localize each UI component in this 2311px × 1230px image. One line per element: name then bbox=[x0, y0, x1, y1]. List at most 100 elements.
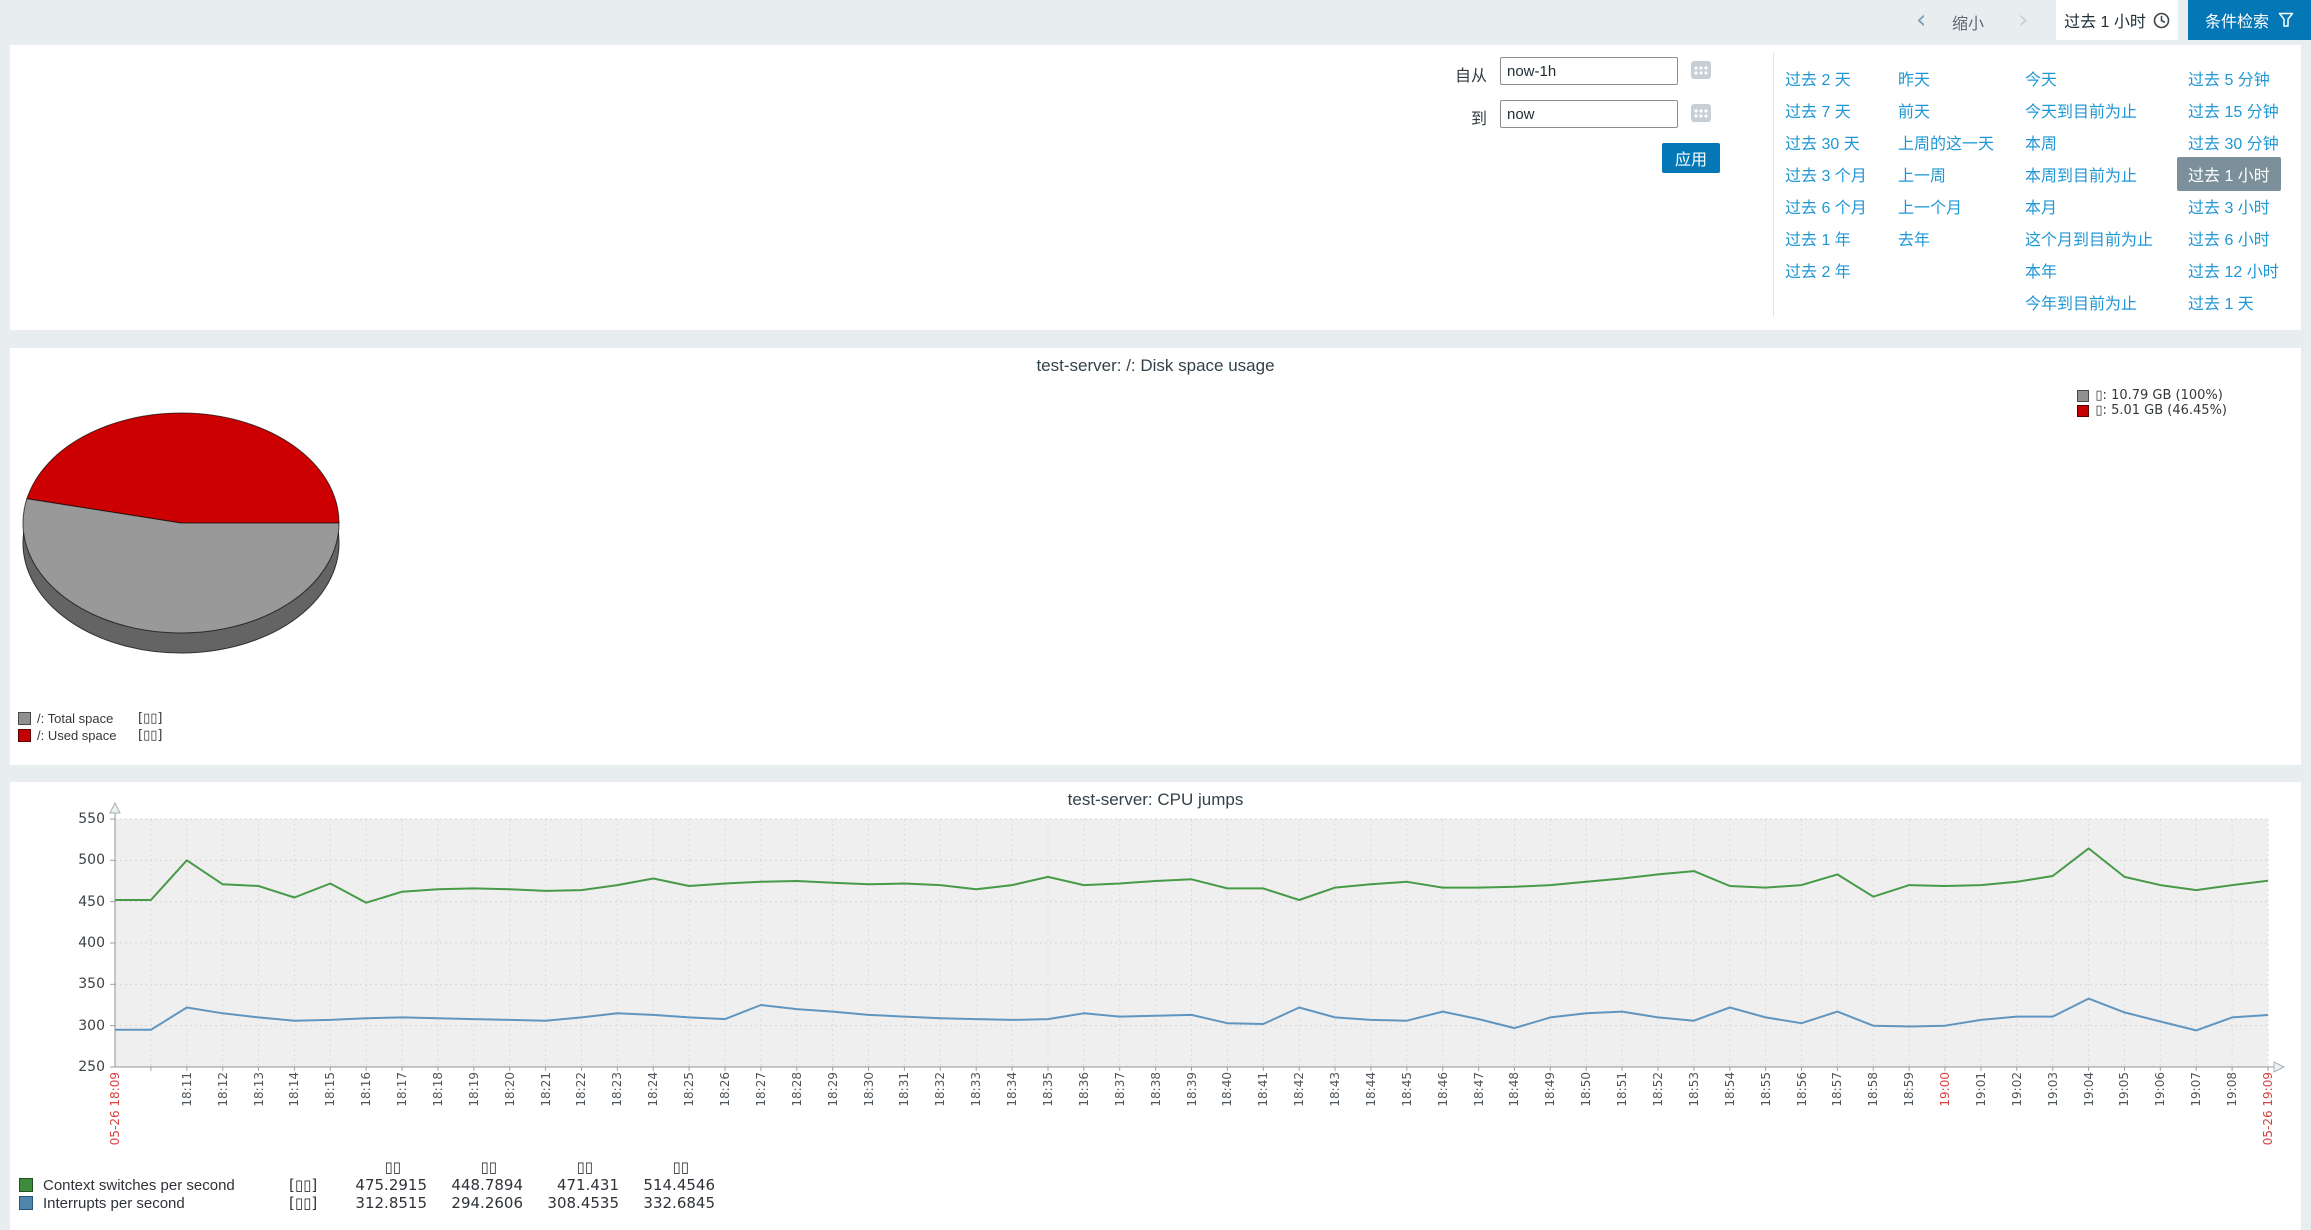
x-tick-label: 18:31 bbox=[898, 1072, 911, 1107]
time-range-tab[interactable]: 过去 1 小时 bbox=[2056, 0, 2178, 40]
quick-range-link[interactable]: 上周的这一天 bbox=[1898, 130, 1994, 154]
quick-range-link[interactable]: 过去 1 天 bbox=[2188, 290, 2254, 314]
legend-swatch bbox=[19, 1178, 33, 1192]
series-tag: [▯▯] bbox=[289, 1194, 331, 1212]
quick-range-link[interactable]: 前天 bbox=[1898, 98, 1930, 122]
quick-range-link[interactable]: 过去 6 小时 bbox=[2188, 226, 2270, 250]
to-input[interactable] bbox=[1500, 100, 1678, 128]
x-tick-label: 18:53 bbox=[1688, 1072, 1701, 1107]
quick-range-link[interactable]: 过去 6 个月 bbox=[1785, 194, 1867, 218]
x-tick-label: 18:49 bbox=[1544, 1072, 1557, 1107]
disk-usage-chart-panel: test-server: /: Disk space usage ▯: 10.7… bbox=[10, 348, 2301, 765]
quick-range-link[interactable]: 去年 bbox=[1898, 226, 1930, 250]
y-tick-label: 250 bbox=[55, 1059, 105, 1075]
x-tick-label: 18:13 bbox=[253, 1072, 266, 1107]
calendar-icon bbox=[1689, 101, 1713, 125]
quick-range-link[interactable]: 今天到目前为止 bbox=[2025, 98, 2137, 122]
x-tick-label: 18:41 bbox=[1257, 1072, 1270, 1107]
quick-range-link[interactable]: 这个月到目前为止 bbox=[2025, 226, 2153, 250]
y-tick-label: 300 bbox=[55, 1018, 105, 1034]
quick-range-link[interactable]: 上一周 bbox=[1898, 162, 1946, 186]
x-tick-label: 18:36 bbox=[1078, 1072, 1091, 1107]
x-tick-label: 18:35 bbox=[1042, 1072, 1055, 1107]
quick-range-link[interactable]: 上一个月 bbox=[1898, 194, 1962, 218]
quick-range-link[interactable]: 过去 12 小时 bbox=[2188, 258, 2279, 282]
filter-search-button[interactable]: 条件检索 bbox=[2188, 0, 2311, 40]
from-calendar-button[interactable] bbox=[1688, 58, 1714, 84]
x-tick-label: 18:50 bbox=[1580, 1072, 1593, 1107]
quick-range-link[interactable]: 过去 1 小时 bbox=[2177, 157, 2281, 191]
quick-range-link[interactable]: 昨天 bbox=[1898, 66, 1930, 90]
quick-range-link[interactable]: 过去 3 个月 bbox=[1785, 162, 1867, 186]
stats-header: ▯▯ bbox=[427, 1158, 523, 1176]
quick-range-link[interactable]: 本周 bbox=[2025, 130, 2057, 154]
x-tick-label: 18:29 bbox=[827, 1072, 840, 1107]
x-tick-label: 18:21 bbox=[540, 1072, 553, 1107]
x-tick-label: 05-26 18:09 bbox=[109, 1072, 122, 1145]
quick-range-link[interactable]: 过去 2 年 bbox=[1785, 258, 1851, 282]
quick-range-link[interactable]: 过去 7 天 bbox=[1785, 98, 1851, 122]
x-tick-label: 18:40 bbox=[1221, 1072, 1234, 1107]
quick-range-link[interactable]: 今年到目前为止 bbox=[2025, 290, 2137, 314]
time-back-icon[interactable]: ‹ bbox=[1916, 4, 1926, 36]
from-input[interactable] bbox=[1500, 57, 1678, 85]
x-tick-label: 19:02 bbox=[2011, 1072, 2024, 1107]
time-filter-panel: 自从 到 应用 过去 2 天过去 7 天过去 30 天过去 3 个月过去 6 个… bbox=[10, 45, 2301, 330]
quick-range-link[interactable]: 今天 bbox=[2025, 66, 2057, 90]
x-tick-label: 18:52 bbox=[1652, 1072, 1665, 1107]
quick-range-link[interactable]: 过去 15 分钟 bbox=[2188, 98, 2279, 122]
stats-header: ▯▯ bbox=[619, 1158, 715, 1176]
x-tick-label: 18:58 bbox=[1867, 1072, 1880, 1107]
x-tick-label: 18:22 bbox=[575, 1072, 588, 1107]
y-tick-label: 350 bbox=[55, 976, 105, 992]
legend-tag: [▯▯] bbox=[138, 728, 162, 743]
x-tick-label: 18:30 bbox=[863, 1072, 876, 1107]
quick-range-link[interactable]: 过去 3 小时 bbox=[2188, 194, 2270, 218]
x-tick-label: 18:44 bbox=[1365, 1072, 1378, 1107]
to-label: 到 bbox=[1417, 105, 1487, 129]
x-tick-label: 18:14 bbox=[288, 1072, 301, 1107]
x-tick-label: 19:01 bbox=[1975, 1072, 1988, 1107]
series-name: Context switches per second bbox=[43, 1177, 289, 1194]
x-tick-label: 18:18 bbox=[432, 1072, 445, 1107]
x-tick-label: 18:33 bbox=[970, 1072, 983, 1107]
cpu-jumps-plot[interactable] bbox=[10, 782, 2301, 1082]
x-tick-label: 19:03 bbox=[2047, 1072, 2060, 1107]
series-stats-legend: ▯▯▯▯▯▯▯▯Context switches per second[▯▯]4… bbox=[19, 1158, 715, 1212]
legend-row: ▯: 5.01 GB (46.45%) bbox=[2077, 403, 2227, 418]
quick-range-link[interactable]: 本年 bbox=[2025, 258, 2057, 282]
legend-swatch bbox=[18, 729, 31, 742]
legend-row: ▯: 10.79 GB (100%) bbox=[2077, 388, 2227, 403]
x-tick-label: 19:06 bbox=[2154, 1072, 2167, 1107]
quick-range-link[interactable]: 过去 30 分钟 bbox=[2188, 130, 2279, 154]
x-tick-label: 18:37 bbox=[1114, 1072, 1127, 1107]
quick-range-link[interactable]: 过去 2 天 bbox=[1785, 66, 1851, 90]
x-tick-label: 18:26 bbox=[719, 1072, 732, 1107]
apply-button[interactable]: 应用 bbox=[1662, 143, 1720, 173]
x-tick-label: 18:55 bbox=[1760, 1072, 1773, 1107]
legend-swatch bbox=[2077, 390, 2089, 402]
quick-range-link[interactable]: 本月 bbox=[2025, 194, 2057, 218]
quick-range-link[interactable]: 过去 30 天 bbox=[1785, 130, 1860, 154]
quick-range-link[interactable]: 过去 1 年 bbox=[1785, 226, 1851, 250]
quick-range-link[interactable]: 过去 5 分钟 bbox=[2188, 66, 2270, 90]
x-tick-label: 18:45 bbox=[1401, 1072, 1414, 1107]
legend-swatch bbox=[2077, 405, 2089, 417]
zoom-out-button[interactable]: 缩小 bbox=[1952, 10, 1984, 34]
pie-chart-title: test-server: /: Disk space usage bbox=[10, 356, 2301, 376]
x-tick-label: 18:43 bbox=[1329, 1072, 1342, 1107]
stats-header-row: ▯▯▯▯▯▯▯▯ bbox=[19, 1158, 715, 1176]
series-tag: [▯▯] bbox=[289, 1176, 331, 1194]
x-tick-label: 18:57 bbox=[1831, 1072, 1844, 1107]
x-tick-label: 18:27 bbox=[755, 1072, 768, 1107]
stats-value: 294.2606 bbox=[441, 1194, 523, 1212]
pie-legend-values: ▯: 10.79 GB (100%)▯: 5.01 GB (46.45%) bbox=[2077, 388, 2227, 418]
to-calendar-button[interactable] bbox=[1688, 101, 1714, 127]
filter-divider bbox=[1773, 53, 1774, 317]
legend-tag: [▯▯] bbox=[138, 711, 162, 726]
legend-swatch bbox=[18, 712, 31, 725]
quick-range-link[interactable]: 本周到目前为止 bbox=[2025, 162, 2137, 186]
time-forward-icon[interactable]: › bbox=[2018, 4, 2028, 36]
stats-value: 312.8515 bbox=[345, 1194, 427, 1212]
pie-legend-series: /: Total space[▯▯]/: Used space[▯▯] bbox=[18, 710, 162, 744]
